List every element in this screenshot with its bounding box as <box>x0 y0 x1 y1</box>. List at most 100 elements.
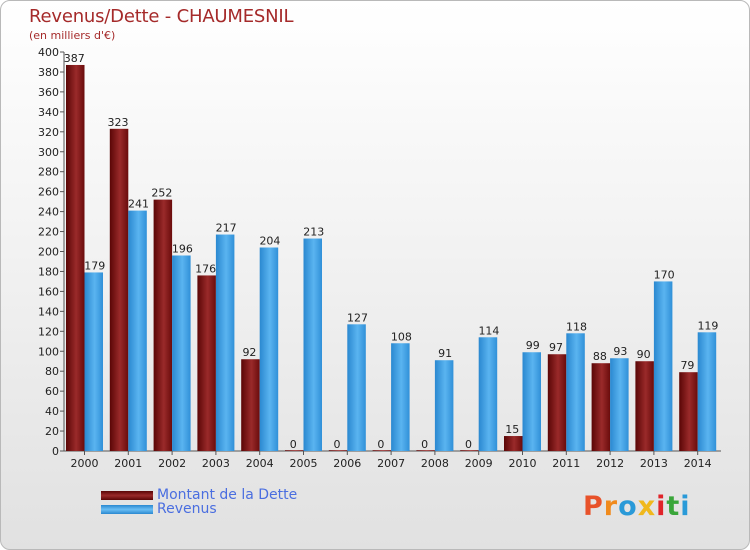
chart-subtitle: (en milliers d'€) <box>29 29 116 42</box>
data-label: 179 <box>84 259 105 272</box>
bar-dette <box>285 450 304 451</box>
y-tick-label: 0 <box>52 445 59 458</box>
data-label: 387 <box>64 52 85 65</box>
chart-title: Revenus/Dette - CHAUMESNIL <box>29 6 294 27</box>
y-tick-label: 120 <box>38 325 59 338</box>
bar-dette <box>109 128 129 451</box>
y-tick-label: 160 <box>38 285 59 298</box>
y-tick-label: 80 <box>45 365 59 378</box>
bar-revenus <box>172 255 191 451</box>
data-label: 323 <box>108 116 129 129</box>
bar-dette <box>679 372 698 451</box>
data-label: 217 <box>216 222 237 235</box>
y-tick-label: 280 <box>38 166 59 179</box>
logo-letter: r <box>603 491 619 522</box>
bar-dette <box>416 450 435 451</box>
x-tick-label: 2000 <box>71 457 99 470</box>
data-label: 114 <box>478 324 499 337</box>
bar-dette <box>66 64 85 451</box>
x-tick-label: 2005 <box>290 457 318 470</box>
bar-revenus <box>391 343 410 451</box>
bar-revenus <box>434 360 454 451</box>
data-label: 252 <box>151 187 172 200</box>
logo-letter: o <box>618 491 638 522</box>
x-tick-label: 2007 <box>377 457 405 470</box>
data-label: 170 <box>654 268 675 281</box>
bar-dette <box>460 450 479 451</box>
x-tick-label: 2008 <box>421 457 449 470</box>
data-label: 90 <box>637 348 651 361</box>
data-label: 241 <box>128 198 149 211</box>
legend-swatch-dette <box>101 490 153 500</box>
bar-revenus <box>653 281 673 451</box>
y-tick-label: 360 <box>38 86 59 99</box>
logo-letter: t <box>666 491 681 522</box>
y-tick-label: 380 <box>38 66 59 79</box>
bar-revenus <box>84 272 103 451</box>
bar-revenus <box>215 234 235 451</box>
data-label: 79 <box>680 359 694 372</box>
logo-letter: i <box>656 491 667 522</box>
legend-item-dette: Montant de la Dette <box>101 487 298 503</box>
x-tick-label: 2001 <box>114 457 142 470</box>
bar-revenus <box>259 247 279 451</box>
data-label: 204 <box>259 235 280 248</box>
y-tick-label: 60 <box>45 385 59 398</box>
data-label: 99 <box>526 339 540 352</box>
y-tick-label: 400 <box>38 46 59 59</box>
data-label: 176 <box>195 262 216 275</box>
y-tick-label: 40 <box>45 405 59 418</box>
data-label: 0 <box>334 438 341 451</box>
bar-revenus <box>128 210 147 451</box>
bar-revenus <box>478 337 498 451</box>
x-tick-label: 2011 <box>552 457 580 470</box>
data-label: 0 <box>465 438 472 451</box>
x-tick-label: 2009 <box>465 457 493 470</box>
x-tick-label: 2002 <box>158 457 186 470</box>
data-label: 119 <box>697 319 718 332</box>
y-tick-label: 300 <box>38 146 59 159</box>
x-tick-label: 2012 <box>596 457 624 470</box>
y-tick-label: 180 <box>38 265 59 278</box>
data-label: 108 <box>391 330 412 343</box>
logo-letter: x <box>637 491 657 522</box>
bar-dette <box>547 354 567 451</box>
bar-dette <box>591 363 611 451</box>
x-tick-label: 2010 <box>509 457 537 470</box>
y-tick-label: 340 <box>38 106 59 119</box>
bar-revenus <box>610 358 629 451</box>
y-tick-label: 240 <box>38 206 59 219</box>
data-label: 91 <box>438 347 452 360</box>
bar-revenus <box>566 333 585 451</box>
data-label: 97 <box>549 341 563 354</box>
y-tick-label: 100 <box>38 345 59 358</box>
bar-dette <box>635 361 654 451</box>
x-tick-label: 2013 <box>640 457 668 470</box>
logo-letter: i <box>680 491 691 522</box>
data-label: 92 <box>242 346 256 359</box>
y-tick-label: 260 <box>38 186 59 199</box>
bar-dette <box>197 275 216 451</box>
legend-label-revenus: Revenus <box>157 501 217 517</box>
legend-item-revenus: Revenus <box>101 501 217 517</box>
data-label: 196 <box>172 242 193 255</box>
data-label: 88 <box>593 350 607 363</box>
data-label: 127 <box>347 311 368 324</box>
x-tick-label: 2004 <box>246 457 274 470</box>
bars <box>66 64 717 451</box>
legend-swatch-revenus <box>101 504 153 514</box>
data-label: 0 <box>421 438 428 451</box>
bar-dette <box>241 359 260 451</box>
data-label: 93 <box>613 345 627 358</box>
proxiti-logo: Proxiti <box>583 491 691 522</box>
y-tick-label: 320 <box>38 126 59 139</box>
data-label: 118 <box>566 320 587 333</box>
legend-label-dette: Montant de la Dette <box>157 487 298 503</box>
bar-revenus <box>697 332 717 451</box>
y-tick-label: 20 <box>45 425 59 438</box>
data-label: 0 <box>290 438 297 451</box>
logo-letter: P <box>583 491 604 522</box>
